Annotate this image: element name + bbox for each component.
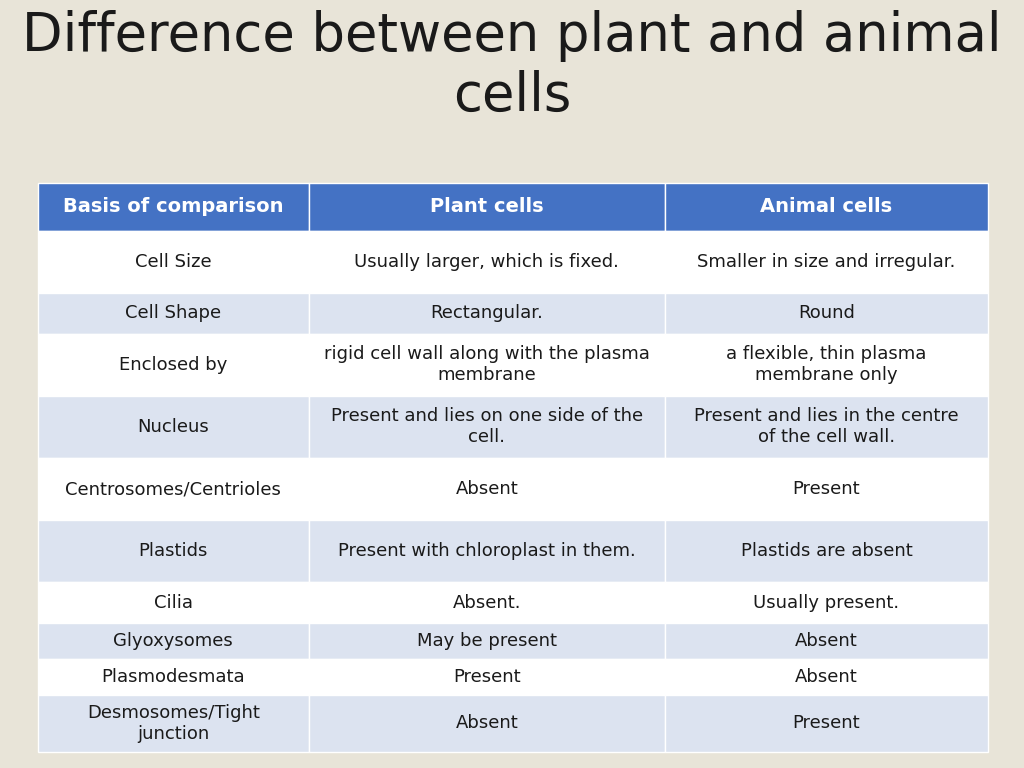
Text: Nucleus: Nucleus — [137, 418, 209, 436]
Text: Smaller in size and irregular.: Smaller in size and irregular. — [697, 253, 955, 271]
Text: Usually present.: Usually present. — [754, 594, 899, 611]
Text: Absent.: Absent. — [453, 594, 521, 611]
Bar — [309, 293, 665, 333]
Text: Present: Present — [453, 667, 520, 686]
Text: Present: Present — [793, 714, 860, 733]
Text: Usually larger, which is fixed.: Usually larger, which is fixed. — [354, 253, 620, 271]
Bar — [665, 396, 988, 458]
Text: Present and lies on one side of the
cell.: Present and lies on one side of the cell… — [331, 408, 643, 446]
Bar — [309, 183, 665, 231]
Bar — [665, 694, 988, 752]
Bar — [38, 623, 309, 659]
Text: May be present: May be present — [417, 632, 557, 650]
Text: Plant cells: Plant cells — [430, 197, 544, 217]
Bar — [38, 231, 309, 293]
Text: Present with chloroplast in them.: Present with chloroplast in them. — [338, 542, 636, 560]
Text: Glyoxysomes: Glyoxysomes — [114, 632, 233, 650]
Bar — [38, 396, 309, 458]
Bar — [38, 183, 309, 231]
Bar — [309, 333, 665, 396]
Text: Centrosomes/Centrioles: Centrosomes/Centrioles — [66, 480, 282, 498]
Text: Present: Present — [793, 480, 860, 498]
Text: Enclosed by: Enclosed by — [119, 356, 227, 374]
Text: Absent: Absent — [456, 480, 518, 498]
Bar — [309, 520, 665, 582]
Bar — [665, 623, 988, 659]
Text: Plastids: Plastids — [138, 542, 208, 560]
Text: Cell Size: Cell Size — [135, 253, 212, 271]
Bar — [665, 293, 988, 333]
Text: Rectangular.: Rectangular. — [430, 304, 544, 323]
Bar — [665, 458, 988, 520]
Text: Absent: Absent — [795, 632, 858, 650]
Text: Plasmodesmata: Plasmodesmata — [101, 667, 245, 686]
Bar — [665, 333, 988, 396]
Bar — [665, 183, 988, 231]
Bar — [665, 659, 988, 694]
Text: Difference between plant and animal
cells: Difference between plant and animal cell… — [23, 10, 1001, 122]
Bar — [309, 231, 665, 293]
Text: Cell Shape: Cell Shape — [125, 304, 221, 323]
Text: Animal cells: Animal cells — [761, 197, 893, 217]
Text: Absent: Absent — [795, 667, 858, 686]
Bar — [309, 396, 665, 458]
Text: a flexible, thin plasma
membrane only: a flexible, thin plasma membrane only — [726, 346, 927, 384]
Bar — [665, 231, 988, 293]
Bar — [38, 293, 309, 333]
Bar — [38, 582, 309, 623]
Text: Round: Round — [798, 304, 855, 323]
Bar — [38, 520, 309, 582]
Bar — [38, 458, 309, 520]
Bar — [309, 694, 665, 752]
Text: Absent: Absent — [456, 714, 518, 733]
Text: Cilia: Cilia — [154, 594, 193, 611]
Bar — [665, 520, 988, 582]
Bar — [309, 458, 665, 520]
Bar — [38, 333, 309, 396]
Bar — [309, 659, 665, 694]
Text: Basis of comparison: Basis of comparison — [63, 197, 284, 217]
Bar — [38, 659, 309, 694]
Bar — [38, 694, 309, 752]
Bar — [309, 582, 665, 623]
Text: rigid cell wall along with the plasma
membrane: rigid cell wall along with the plasma me… — [324, 346, 650, 384]
Text: Desmosomes/Tight
junction: Desmosomes/Tight junction — [87, 704, 260, 743]
Text: Present and lies in the centre
of the cell wall.: Present and lies in the centre of the ce… — [694, 408, 958, 446]
Bar — [309, 623, 665, 659]
Bar — [665, 582, 988, 623]
Text: Plastids are absent: Plastids are absent — [740, 542, 912, 560]
